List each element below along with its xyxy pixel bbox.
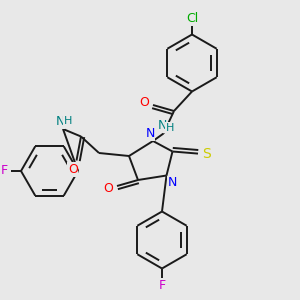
Text: N: N — [168, 176, 177, 190]
Text: O: O — [103, 182, 113, 195]
Text: F: F — [158, 279, 166, 292]
Text: F: F — [1, 164, 8, 178]
Text: N: N — [145, 127, 155, 140]
Text: N: N — [157, 119, 167, 132]
Text: N: N — [55, 115, 65, 128]
Text: S: S — [202, 147, 211, 160]
Text: H: H — [166, 123, 174, 133]
Text: O: O — [68, 163, 78, 176]
Text: Cl: Cl — [186, 12, 198, 26]
Text: O: O — [139, 96, 149, 110]
Text: H: H — [64, 116, 72, 127]
